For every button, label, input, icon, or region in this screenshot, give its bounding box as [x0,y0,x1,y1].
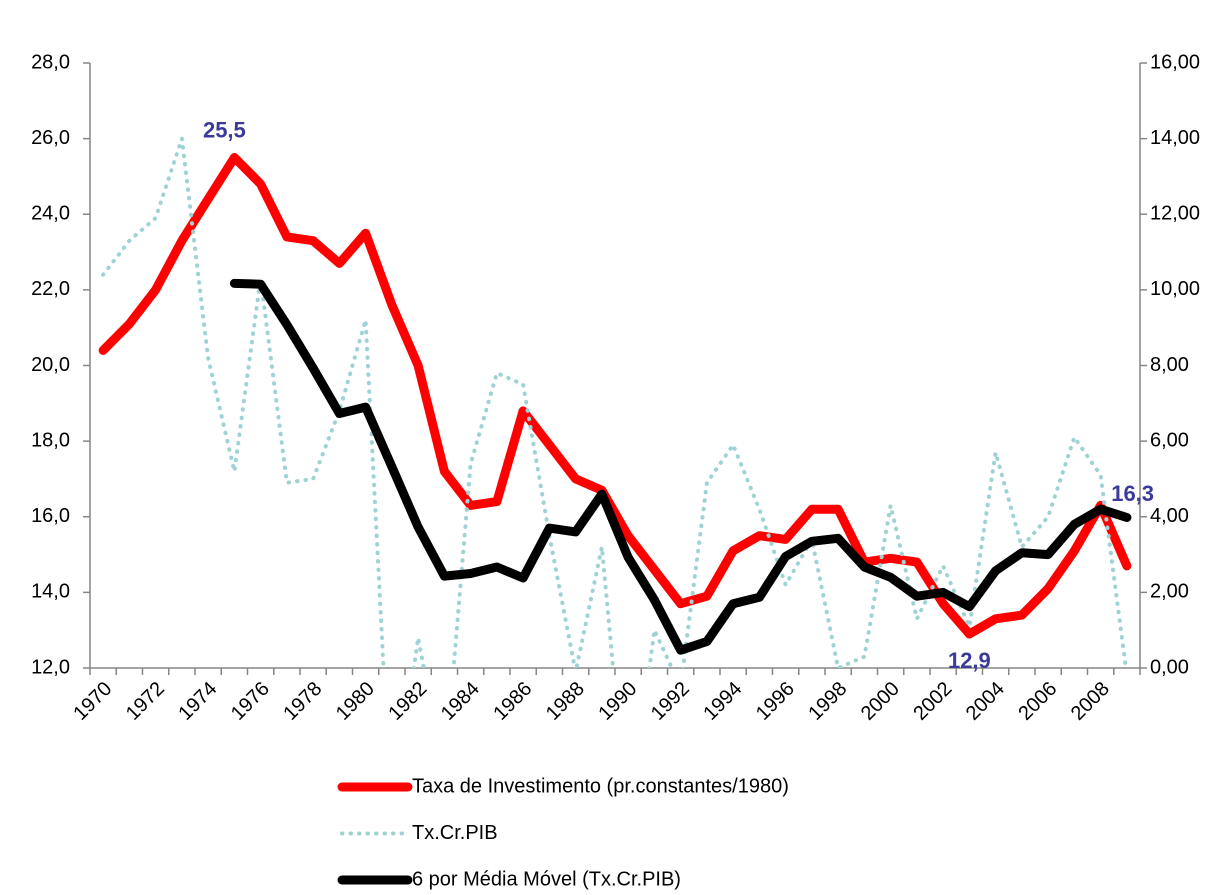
y-tick-label: 14,0 [31,581,70,603]
y-tick-label: 16,0 [31,505,70,527]
x-tick-label: 1980 [332,678,379,725]
y2-tick-label: 10,00 [1150,278,1200,300]
x-tick-label: 1996 [752,678,799,725]
y-tick-label: 22,0 [31,278,70,300]
x-tick-label: 1992 [647,678,694,725]
x-tick-label: 1978 [279,678,326,725]
legend-label: 6 por Média Móvel (Tx.Cr.PIB) [412,868,681,890]
y2-tick-label: 8,00 [1150,354,1189,376]
y-tick-label: 24,0 [31,203,70,225]
y2-tick-label: 6,00 [1150,429,1189,451]
x-tick-label: 1972 [122,678,169,725]
x-tick-label: 1998 [804,678,851,725]
x-tick-label: 2004 [962,678,1009,725]
data-label: 16,3 [1111,481,1154,506]
y-tick-label: 18,0 [31,429,70,451]
y2-tick-label: 4,00 [1150,505,1189,527]
x-tick-label: 2006 [1014,678,1061,725]
legend-label: Tx.Cr.PIB [412,822,498,844]
data-label: 12,9 [948,648,991,673]
x-tick-label: 1990 [594,678,641,725]
x-tick-label: 1984 [437,678,484,725]
x-tick-label: 1970 [69,678,116,725]
x-tick-label: 1994 [699,678,746,725]
legend-label: Taxa de Investimento (pr.constantes/1980… [412,775,789,797]
y-tick-label: 20,0 [31,354,70,376]
x-tick-label: 2000 [857,678,904,725]
line [229,278,1132,655]
x-tick-label: 1986 [489,678,536,725]
y-tick-label: 12,0 [31,656,70,678]
y-tick-label: 28,0 [31,51,70,73]
line [98,153,1132,639]
y2-tick-label: 0,00 [1150,656,1189,678]
y2-tick-label: 2,00 [1150,581,1189,603]
x-tick-label: 1988 [542,678,589,725]
data-label: 25,5 [203,117,246,142]
y2-tick-label: 12,00 [1150,203,1200,225]
x-tick-label: 2008 [1067,678,1114,725]
y2-tick-label: 14,00 [1150,127,1200,149]
y2-tick-label: 16,00 [1150,51,1200,73]
x-tick-label: 1976 [227,678,274,725]
y-tick-label: 26,0 [31,127,70,149]
x-tick-label: 1982 [384,678,431,725]
dotted-line [101,136,1128,668]
x-tick-label: 1974 [174,678,221,725]
x-tick-label: 2002 [909,678,956,725]
